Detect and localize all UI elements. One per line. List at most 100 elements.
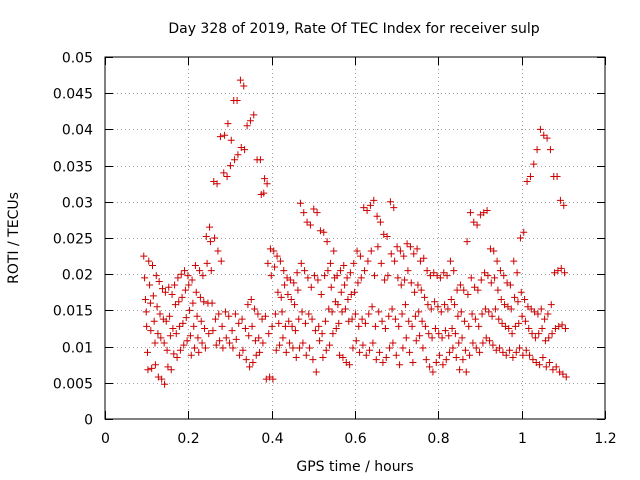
data-point bbox=[397, 281, 405, 289]
data-point bbox=[240, 82, 248, 90]
data-point bbox=[177, 270, 185, 278]
data-point bbox=[343, 274, 351, 282]
data-point bbox=[292, 353, 300, 361]
data-point bbox=[213, 180, 221, 188]
data-point bbox=[267, 272, 275, 280]
data-point bbox=[193, 312, 201, 320]
data-point bbox=[288, 322, 296, 330]
data-point bbox=[450, 267, 458, 275]
data-point bbox=[289, 344, 297, 352]
data-point bbox=[385, 312, 393, 320]
chart-title: Day 328 of 2019, Rate Of TEC Index for r… bbox=[168, 21, 539, 37]
data-point bbox=[452, 353, 460, 361]
data-point bbox=[207, 267, 215, 275]
data-point bbox=[199, 272, 207, 280]
data-point bbox=[518, 312, 526, 320]
data-point bbox=[516, 344, 524, 352]
data-point bbox=[434, 303, 442, 311]
data-point bbox=[326, 259, 334, 267]
data-point bbox=[198, 339, 206, 347]
data-point bbox=[496, 344, 504, 352]
data-point bbox=[150, 317, 158, 325]
y-tick-label: 0.005 bbox=[53, 377, 93, 393]
x-tick-label: 1.2 bbox=[594, 431, 616, 447]
data-point bbox=[246, 363, 254, 371]
data-point bbox=[545, 334, 553, 342]
data-point bbox=[301, 319, 309, 327]
data-point bbox=[316, 227, 324, 235]
data-point bbox=[487, 279, 495, 287]
data-point bbox=[560, 201, 568, 209]
data-point bbox=[500, 272, 508, 280]
data-point bbox=[261, 312, 269, 320]
data-point bbox=[481, 269, 489, 277]
data-point bbox=[417, 286, 425, 294]
data-point bbox=[466, 209, 474, 217]
data-point bbox=[236, 351, 244, 359]
data-point bbox=[391, 315, 399, 323]
data-point bbox=[214, 247, 222, 255]
plot-frame bbox=[104, 56, 606, 420]
data-point bbox=[406, 243, 414, 251]
data-point bbox=[148, 364, 156, 372]
data-point bbox=[421, 293, 429, 301]
data-point bbox=[368, 303, 376, 311]
data-point bbox=[553, 172, 561, 180]
data-point bbox=[381, 276, 389, 284]
data-point bbox=[418, 317, 426, 325]
data-point bbox=[304, 274, 312, 282]
data-point bbox=[430, 269, 438, 277]
data-point bbox=[416, 257, 424, 265]
data-point bbox=[163, 346, 171, 354]
data-point bbox=[386, 198, 394, 206]
data-point bbox=[180, 341, 188, 349]
data-point bbox=[183, 337, 191, 345]
data-point bbox=[228, 327, 236, 335]
data-point bbox=[371, 322, 379, 330]
data-point bbox=[441, 327, 449, 335]
data-point bbox=[294, 286, 302, 294]
y-tick-label: 0.035 bbox=[53, 160, 93, 176]
data-point bbox=[211, 315, 219, 323]
data-point bbox=[158, 375, 166, 383]
data-point bbox=[186, 306, 194, 314]
data-point bbox=[381, 325, 389, 332]
data-point bbox=[520, 228, 528, 236]
x-tick-label: 1 bbox=[518, 431, 527, 447]
data-point bbox=[202, 233, 210, 241]
data-point bbox=[224, 120, 232, 128]
data-point bbox=[161, 380, 169, 388]
data-point bbox=[260, 189, 268, 197]
data-point bbox=[276, 257, 284, 265]
data-point bbox=[548, 330, 556, 338]
data-point bbox=[142, 308, 150, 316]
data-point bbox=[344, 296, 352, 304]
data-point bbox=[499, 348, 507, 356]
data-point bbox=[206, 238, 214, 246]
data-point bbox=[549, 366, 557, 374]
data-point bbox=[475, 322, 483, 330]
data-point bbox=[149, 292, 157, 300]
data-point bbox=[280, 267, 288, 275]
data-point bbox=[561, 269, 569, 277]
data-point bbox=[166, 312, 174, 320]
data-point bbox=[182, 314, 190, 322]
data-point bbox=[389, 339, 397, 347]
data-point bbox=[211, 234, 219, 242]
data-point bbox=[141, 296, 149, 304]
data-point bbox=[399, 344, 407, 352]
data-point bbox=[387, 250, 395, 258]
data-point bbox=[201, 325, 209, 332]
data-point bbox=[194, 334, 202, 342]
data-point bbox=[408, 322, 416, 330]
data-point bbox=[445, 332, 453, 340]
data-point bbox=[367, 247, 375, 255]
data-point bbox=[184, 272, 192, 280]
data-point bbox=[145, 257, 153, 265]
data-point bbox=[328, 308, 336, 316]
data-point bbox=[354, 279, 362, 287]
data-point bbox=[312, 368, 320, 376]
data-point bbox=[206, 223, 214, 231]
y-tick-label: 0.015 bbox=[53, 304, 93, 320]
data-point bbox=[179, 319, 187, 327]
